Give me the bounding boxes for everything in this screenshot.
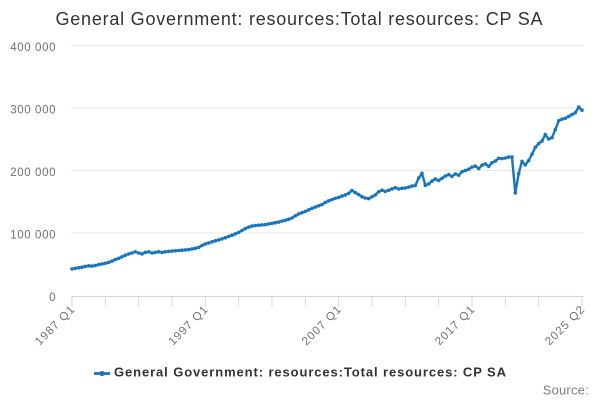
svg-text:400 000: 400 000 — [10, 42, 55, 54]
svg-text:Source:: Source: — [543, 383, 589, 398]
svg-text:0: 0 — [49, 292, 55, 304]
svg-text:2025 Q2: 2025 Q2 — [543, 304, 587, 348]
svg-text:2017 Q1: 2017 Q1 — [433, 304, 477, 348]
svg-text:1987 Q1: 1987 Q1 — [33, 304, 77, 348]
svg-text:General Government: resources:: General Government: resources:Total reso… — [56, 9, 543, 29]
svg-text:2007 Q1: 2007 Q1 — [300, 304, 344, 348]
svg-text:1997 Q1: 1997 Q1 — [167, 304, 211, 348]
svg-text:100 000: 100 000 — [10, 230, 55, 242]
svg-text:General Government: resources:: General Government: resources:Total reso… — [114, 365, 507, 380]
svg-text:200 000: 200 000 — [10, 167, 55, 179]
svg-text:300 000: 300 000 — [10, 105, 55, 117]
